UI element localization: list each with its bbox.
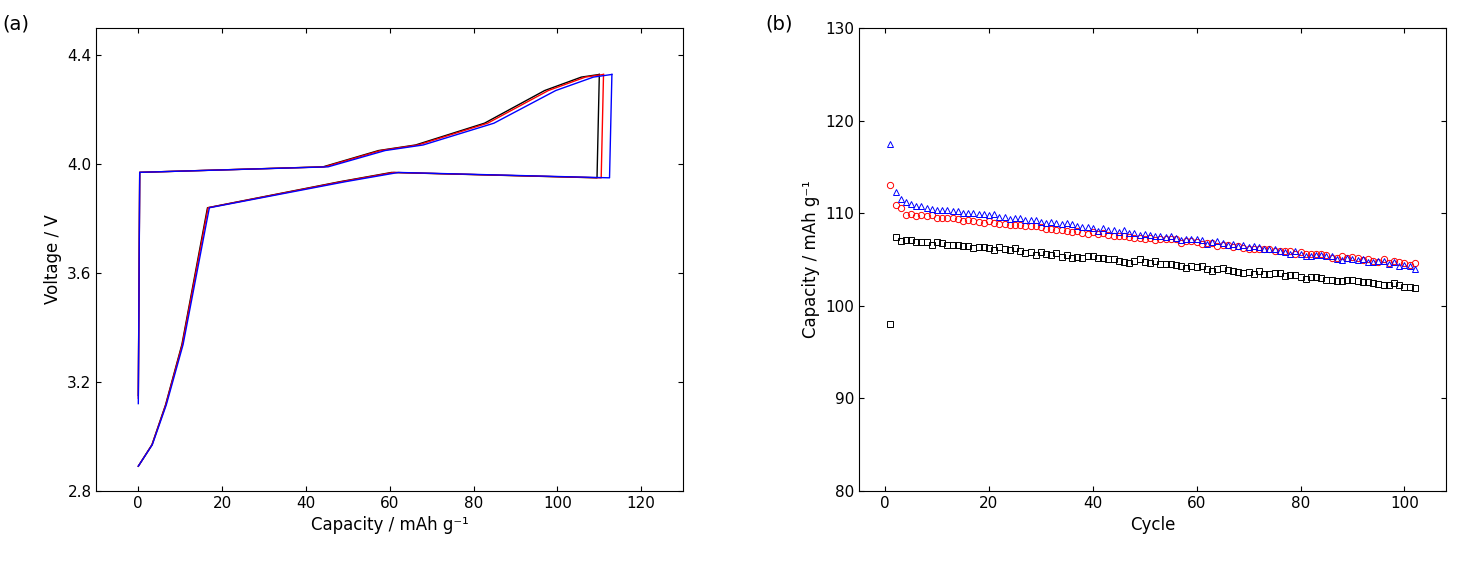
X-axis label: Capacity / mAh g⁻¹: Capacity / mAh g⁻¹ [311,516,469,534]
Text: (b): (b) [765,14,793,33]
Y-axis label: Voltage / V: Voltage / V [43,214,62,305]
X-axis label: Cycle: Cycle [1130,516,1175,534]
Text: (a): (a) [3,14,30,33]
Y-axis label: Capacity / mAh g⁻¹: Capacity / mAh g⁻¹ [802,180,820,338]
